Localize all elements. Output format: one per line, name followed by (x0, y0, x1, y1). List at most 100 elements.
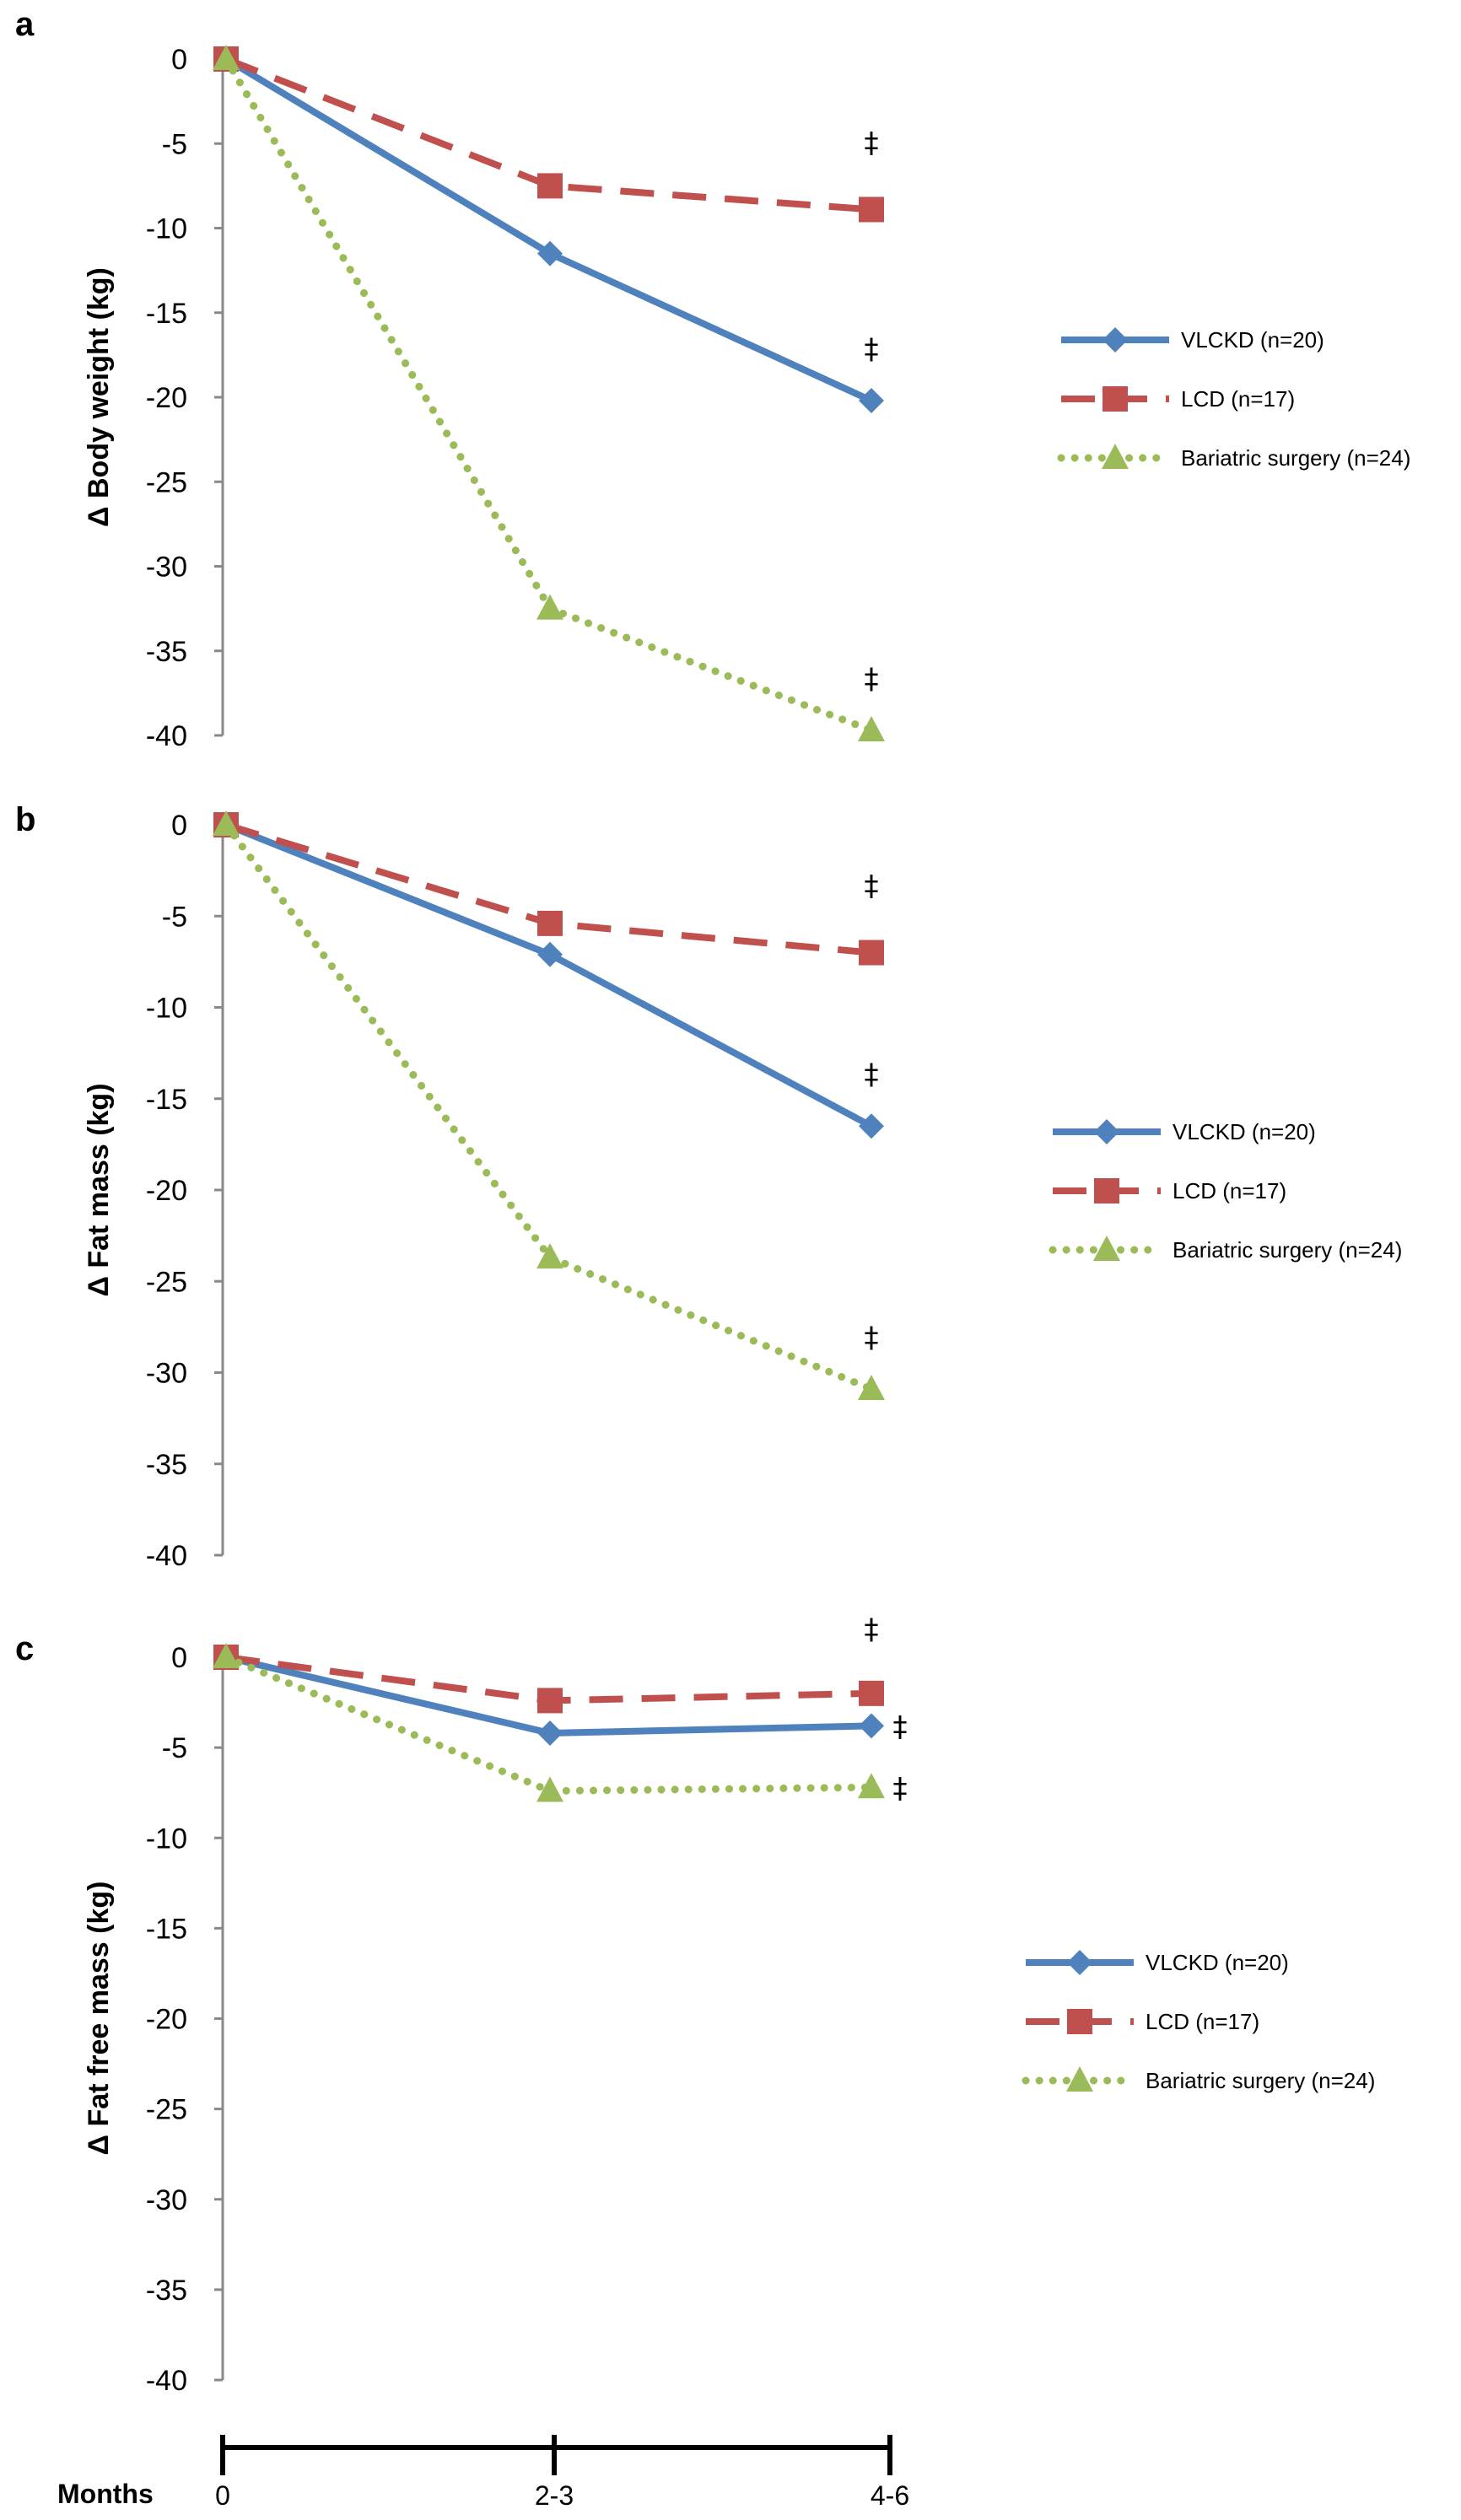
legend-item: Bariatric surgery (n=24) (1049, 1236, 1402, 1263)
chart-panel-a: a 0 -5 -10 -15 -20 -25 -30 -35 -40 Δ Body weight (… (15, 6, 1410, 752)
y-tick-label: -15 (146, 1913, 187, 1945)
series-dashed (213, 46, 884, 223)
significance-mark: ‡ (865, 870, 879, 903)
y-axis-title: Δ Fat free mass (kg) (83, 1882, 115, 2156)
y-tick-label: -10 (146, 1823, 187, 1855)
legend-label: LCD (n=17) (1146, 2009, 1259, 2034)
significance-mark: ‡ (865, 126, 879, 159)
panel-letter: a (15, 6, 35, 43)
legend-item: VLCKD (n=20) (1026, 1950, 1289, 1975)
square-marker (859, 940, 884, 966)
series-line (224, 56, 873, 404)
y-tick-label: -40 (146, 1540, 187, 1572)
y-tick-label: -30 (146, 1358, 187, 1390)
panel-letter: c (15, 1630, 34, 1667)
significance-mark: ‡ (893, 1771, 908, 1805)
legend-item: LCD (n=17) (1026, 2009, 1259, 2034)
y-tick-label: -40 (146, 2365, 187, 2397)
triangle-marker (213, 810, 240, 836)
y-tick-label: -10 (146, 213, 187, 245)
y-tick-label: -20 (146, 2004, 187, 2036)
legend-label: VLCKD (n=20) (1173, 1119, 1316, 1144)
y-tick-label: -25 (146, 466, 187, 498)
legend-label: LCD (n=17) (1181, 386, 1295, 412)
triangle-marker (536, 1243, 563, 1269)
diamond-marker (859, 1713, 884, 1739)
y-tick-label: -30 (146, 552, 187, 584)
chart-panel-b: b 0 -5 -10 -15 -20 -25 -30 -35 -40 Δ Fat mass (kg)… (15, 801, 1402, 1572)
series-solid (213, 46, 884, 414)
y-tick-label: -30 (146, 2184, 187, 2216)
triangle-marker (536, 594, 563, 620)
triangle-marker (858, 1374, 885, 1400)
y-tick-label: -40 (146, 720, 187, 752)
chart-panel-c: c 0 -5 -10 -15 -20 -25 -30 -35 -40 Δ Fat free mass… (15, 1613, 1375, 2397)
legend-item: VLCKD (n=20) (1061, 327, 1324, 353)
y-tick-label: -25 (146, 1266, 187, 1298)
y-tick-label: -5 (162, 1732, 187, 1764)
square-marker (537, 1688, 563, 1714)
series-line (222, 821, 876, 1393)
y-tick-label: -10 (146, 993, 187, 1025)
y-tick-label: 0 (171, 44, 187, 76)
legend-item: LCD (n=17) (1061, 386, 1295, 412)
diamond-marker (1102, 327, 1128, 353)
y-tick-label: -15 (146, 298, 187, 330)
diamond-marker (859, 1113, 884, 1139)
square-marker (1067, 2009, 1092, 2034)
legend-label: Bariatric surgery (n=24) (1173, 1237, 1402, 1263)
series-dotted (213, 1643, 885, 1802)
square-marker (1094, 1178, 1119, 1203)
legend-item: VLCKD (n=20) (1053, 1119, 1316, 1144)
legend-label: LCD (n=17) (1173, 1178, 1286, 1203)
months-axis-tick-label: 2-3 (535, 2480, 574, 2511)
panels-layer: a 0 -5 -10 -15 -20 -25 -30 -35 -40 Δ Body weight (… (15, 6, 1410, 2397)
y-tick-label: -35 (146, 636, 187, 668)
triangle-marker (536, 1776, 563, 1802)
square-marker (859, 197, 884, 223)
legend: VLCKD (n=20) LCD (n=17) Bariatric surgery … (1057, 327, 1410, 471)
significance-mark: ‡ (865, 1613, 879, 1646)
months-axis-title: Months (57, 2479, 154, 2509)
y-tick-label: -15 (146, 1084, 187, 1116)
y-axis-title: Δ Fat mass (kg) (83, 1083, 115, 1296)
significance-mark: ‡ (865, 332, 879, 366)
y-tick-label: -35 (146, 2275, 187, 2307)
diamond-marker (1067, 1950, 1092, 1975)
months-axis: Months 0 2-3 4-6 (57, 2435, 909, 2511)
diamond-marker (537, 941, 563, 967)
y-tick-label: -35 (146, 1449, 187, 1481)
diamond-marker (1094, 1119, 1119, 1144)
significance-mark: ‡ (893, 1710, 908, 1743)
legend-item: Bariatric surgery (n=24) (1022, 2066, 1375, 2093)
diamond-marker (859, 388, 884, 414)
series-line (224, 56, 872, 213)
triangle-marker (1066, 2066, 1093, 2092)
series-dotted (213, 810, 885, 1400)
series-line (222, 55, 876, 735)
triangle-marker (1102, 444, 1129, 469)
legend-label: Bariatric surgery (n=24) (1181, 445, 1410, 471)
square-marker (859, 1680, 884, 1706)
months-axis-tick-label: 0 (215, 2480, 230, 2511)
y-tick-label: 0 (171, 1642, 187, 1674)
significance-mark: ‡ (865, 662, 879, 696)
y-tick-label: -20 (146, 382, 187, 414)
square-marker (1102, 386, 1128, 412)
triangle-marker (213, 45, 240, 70)
legend: VLCKD (n=20) LCD (n=17) Bariatric surgery … (1022, 1950, 1375, 2093)
panel-letter: b (15, 801, 35, 838)
legend-label: Bariatric surgery (n=24) (1146, 2068, 1375, 2093)
significance-mark: ‡ (865, 1321, 879, 1354)
diamond-marker (537, 1720, 563, 1746)
y-tick-label: -5 (162, 128, 187, 160)
legend: VLCKD (n=20) LCD (n=17) Bariatric surgery … (1049, 1119, 1402, 1263)
square-marker (537, 910, 563, 936)
series-solid (213, 812, 884, 1139)
triangle-marker (213, 1643, 240, 1668)
legend-label: VLCKD (n=20) (1181, 327, 1324, 353)
y-axis-title: Δ Body weight (kg) (83, 267, 115, 527)
series-line (224, 821, 873, 1129)
significance-mark: ‡ (865, 1058, 879, 1091)
